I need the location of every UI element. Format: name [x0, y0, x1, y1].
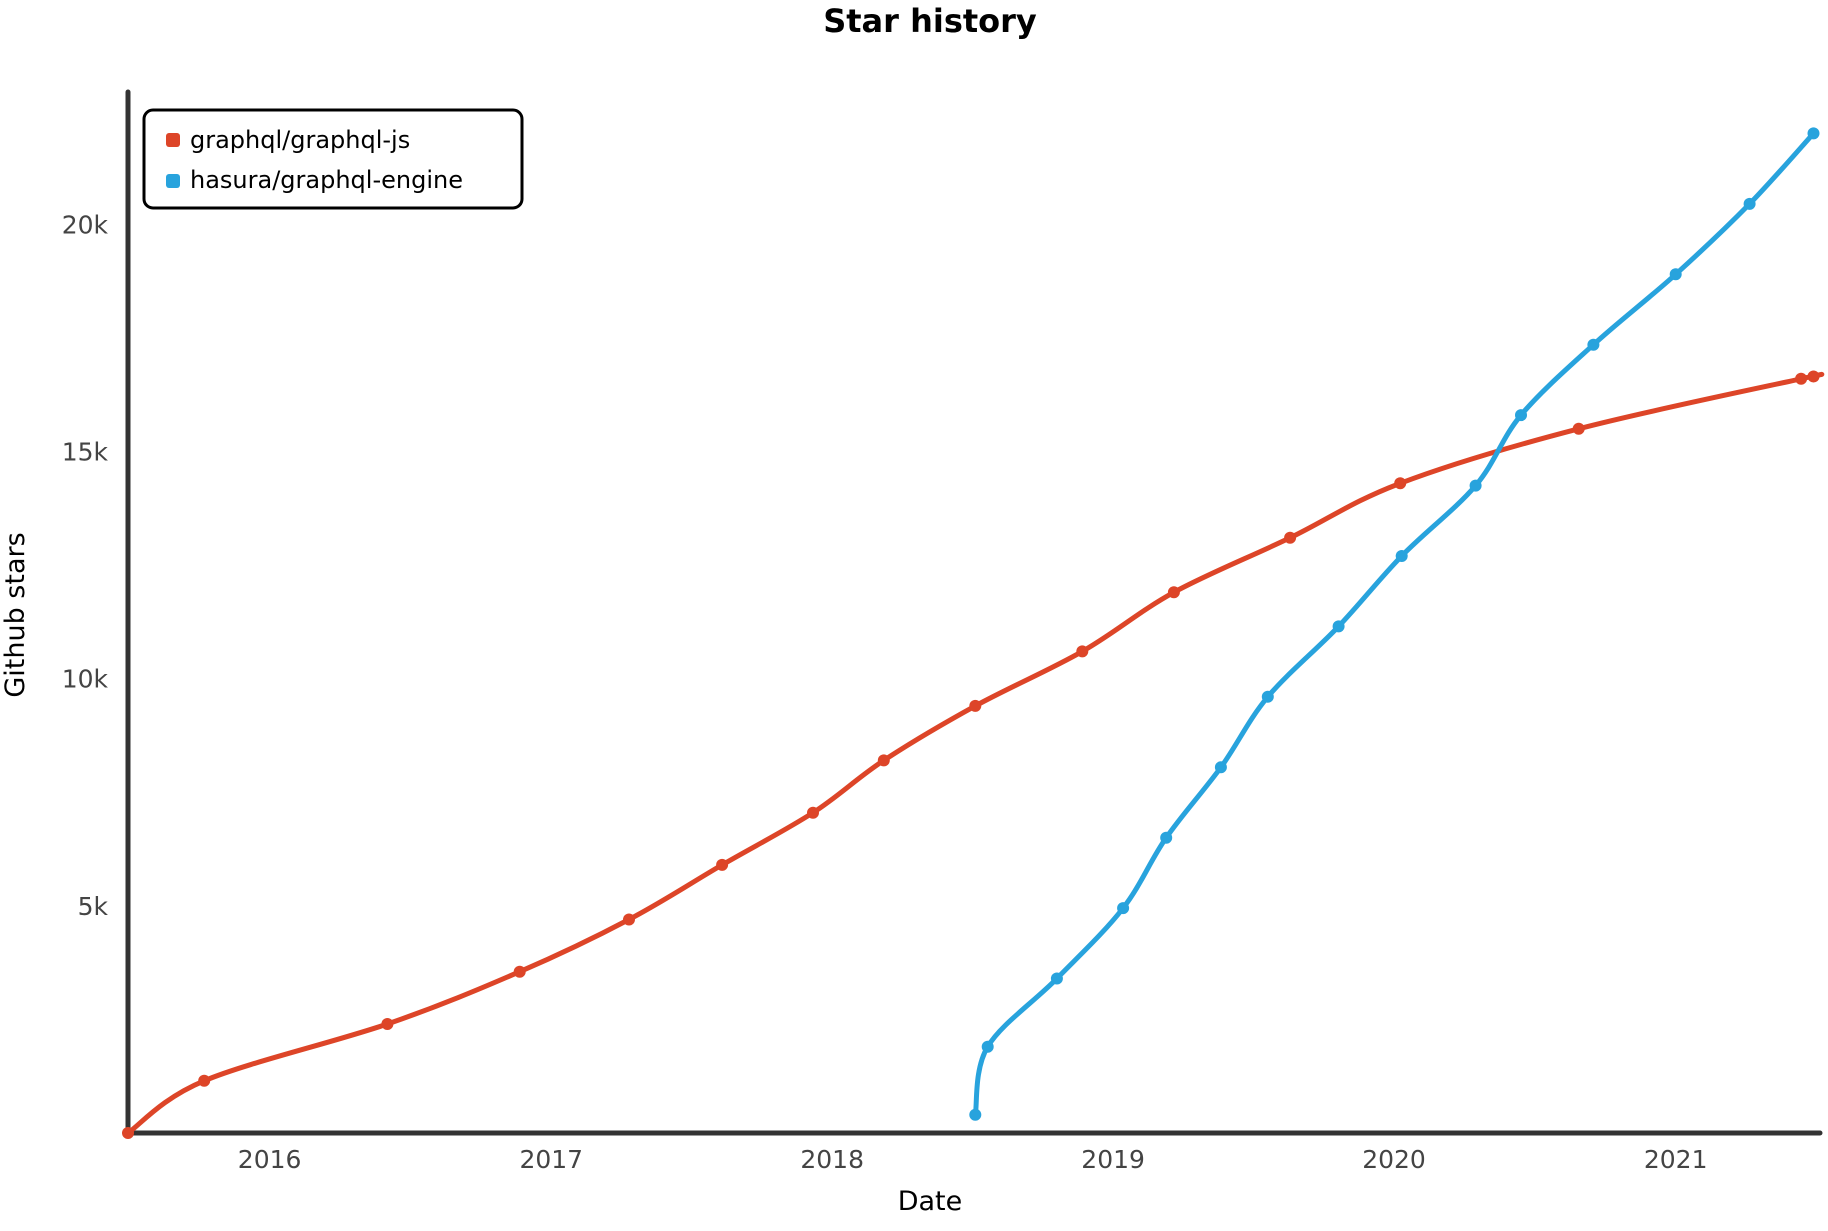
series-line-graphql-engine — [972, 130, 1816, 1118]
y-tick-label: 10k — [62, 665, 109, 694]
data-point-graphql-engine — [1669, 268, 1682, 281]
data-point-graphql-engine — [1587, 338, 1600, 351]
legend-swatch-graphql-engine — [166, 174, 180, 188]
data-point-graphql-js — [623, 913, 635, 926]
x-tick-label: 2019 — [1081, 1145, 1145, 1174]
plot-area: 5k 10k 15k 20k 2016 2017 2018 2019 2020 2021 — [62, 89, 1825, 1174]
data-point-graphql-engine — [1515, 409, 1527, 422]
data-point-graphql-engine — [969, 1108, 982, 1121]
data-point-graphql-js — [877, 754, 890, 767]
y-tick-label: 15k — [62, 437, 109, 466]
data-point-graphql-js — [1284, 531, 1297, 544]
data-point-graphql-js — [1167, 586, 1180, 599]
data-point-graphql-js — [122, 1127, 134, 1139]
chart-title: Star history — [823, 2, 1037, 40]
data-point-graphql-engine — [981, 1040, 994, 1053]
legend-label-graphql-engine: hasura/graphql-engine — [190, 166, 463, 194]
data-point-graphql-engine — [1743, 197, 1756, 210]
data-point-graphql-js — [716, 858, 729, 871]
x-tick-label: 2020 — [1362, 1145, 1426, 1174]
x-tick-label: 2017 — [519, 1145, 583, 1174]
data-point-graphql-js — [513, 965, 526, 978]
data-point-graphql-js — [807, 806, 819, 819]
data-point-graphql-js — [1807, 370, 1820, 383]
legend-swatch-graphql-js — [166, 133, 180, 147]
data-point-graphql-js — [1795, 372, 1808, 385]
y-tick-labels: 5k 10k 15k 20k — [62, 210, 109, 921]
x-axis-label: Date — [898, 1186, 963, 1217]
data-point-graphql-engine — [1469, 479, 1482, 492]
data-point-graphql-engine — [1160, 831, 1173, 844]
data-point-graphql-js — [1394, 477, 1407, 490]
data-point-graphql-js — [1572, 422, 1585, 435]
data-point-graphql-engine — [1117, 902, 1130, 915]
data-point-graphql-engine — [1050, 972, 1063, 985]
data-point-graphql-engine — [1214, 761, 1227, 774]
series-layer — [122, 127, 1825, 1139]
y-tick-label: 5k — [78, 892, 109, 921]
data-point-graphql-js — [1076, 645, 1089, 658]
data-point-graphql-engine — [1395, 550, 1408, 562]
x-tick-labels: 2016 2017 2018 2019 2020 2021 — [238, 1145, 1708, 1174]
data-point-graphql-js — [969, 699, 982, 712]
x-tick-label: 2018 — [800, 1145, 864, 1174]
legend-box — [142, 108, 524, 210]
data-point-graphql-engine — [1261, 690, 1274, 703]
y-tick-label: 20k — [62, 210, 109, 239]
x-tick-label: 2021 — [1644, 1145, 1708, 1174]
data-point-graphql-js — [381, 1018, 394, 1030]
data-point-graphql-js — [198, 1074, 211, 1087]
legend: graphql/graphql-js hasura/graphql-engine — [142, 108, 524, 210]
series-line-graphql-js — [125, 371, 1825, 1136]
x-tick-label: 2016 — [238, 1145, 302, 1174]
data-point-graphql-engine — [1807, 127, 1820, 140]
data-point-graphql-engine — [1332, 620, 1345, 633]
legend-label-graphql-js: graphql/graphql-js — [190, 126, 410, 154]
y-axis-label: Github stars — [0, 532, 31, 697]
